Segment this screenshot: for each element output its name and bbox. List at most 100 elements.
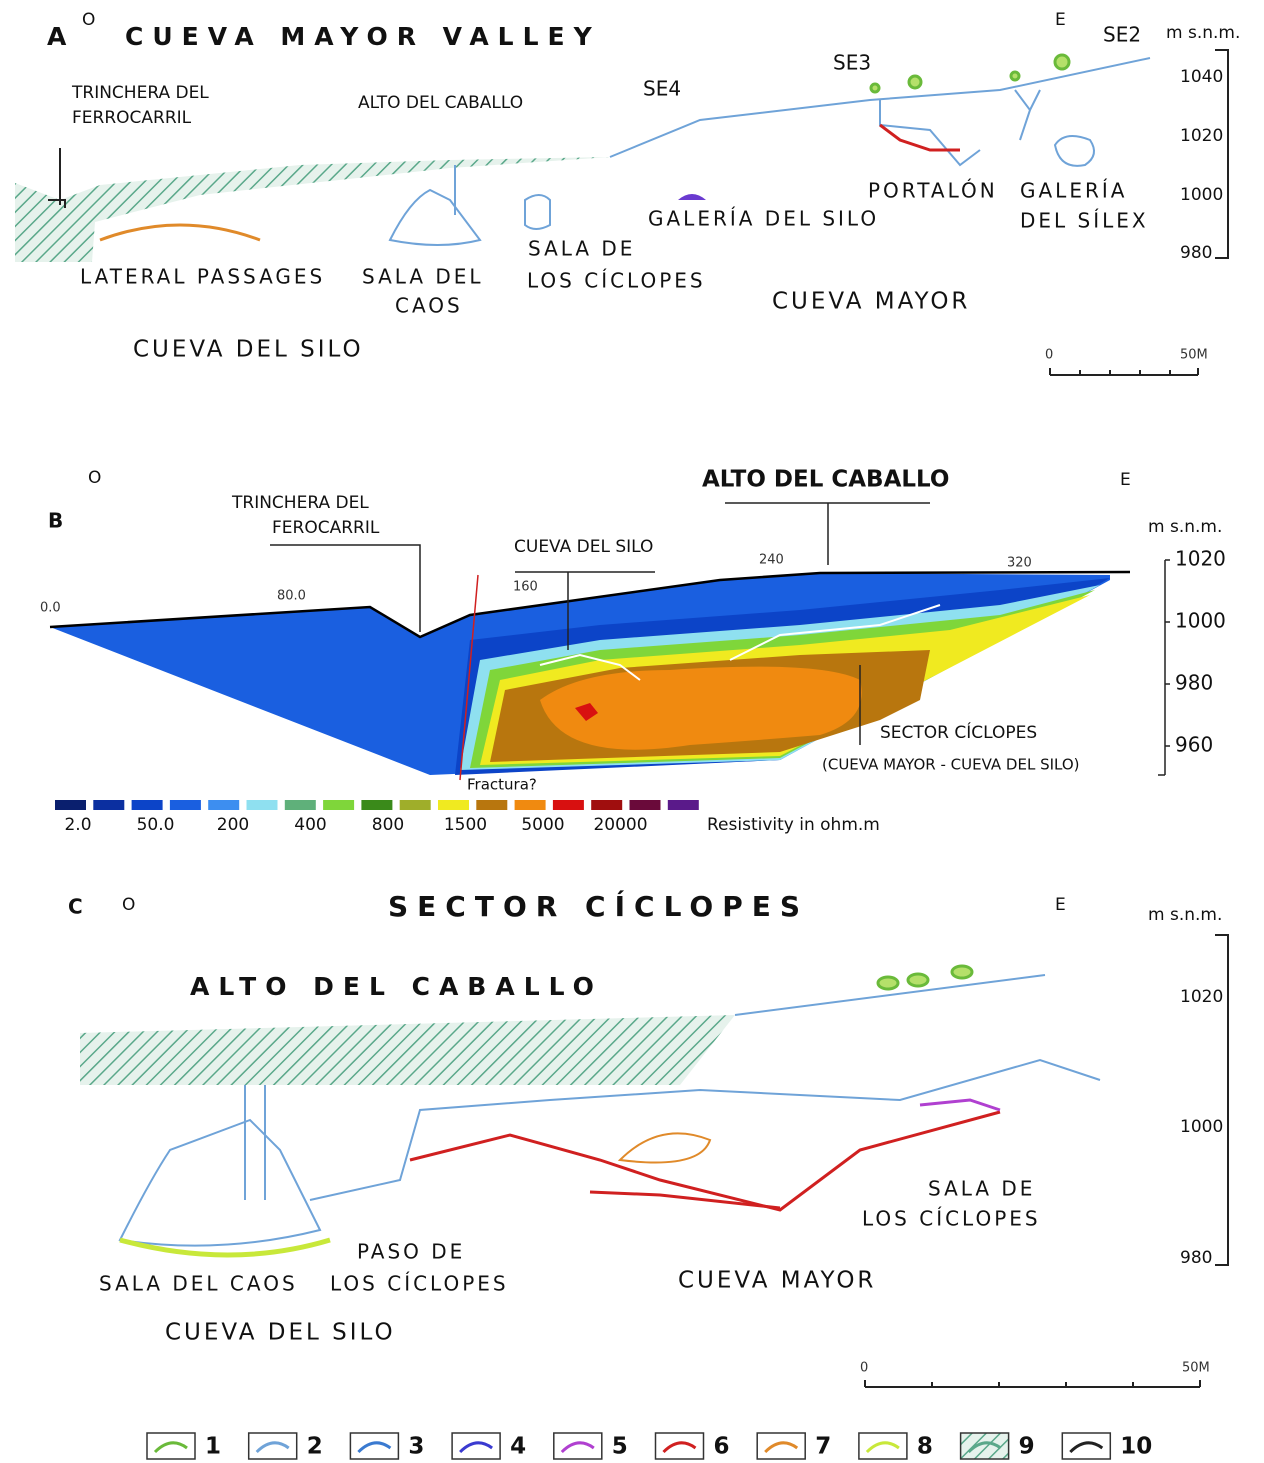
legend-swatch [668,800,699,810]
elevation-tick: 1000 [1180,1117,1223,1137]
west: O [122,895,135,915]
legend-box [757,1433,805,1459]
legend-label: 1500 [444,815,487,835]
legend-swatch [247,800,278,810]
legend-swatch [630,800,661,810]
legend-swatch [208,800,239,810]
cave-floor [590,1192,780,1208]
panel-c: C O SECTOR CÍCLOPES E m s.n.m. ALTO DEL … [68,889,1228,1460]
label: ALTO DEL CABALLO [702,467,949,493]
cave-outline [880,100,980,165]
axis-unit: m s.n.m. [1148,905,1222,925]
legend-box [859,1433,907,1459]
legend-swatch [361,800,392,810]
scale-label: 0 [1045,348,1053,363]
legend-label: 20000 [593,815,647,835]
elevation-tick: 1020 [1180,126,1223,146]
label: CUEVA DEL SILO [133,337,364,363]
legend-title: Resistivity in ohm.m [707,815,880,835]
legend-label: 6 [714,1434,730,1460]
label: ALTO DEL CABALLO [358,93,523,113]
legend-swatch [285,800,316,810]
legend-label: 8 [917,1434,933,1460]
elevation-tick: 1020 [1175,547,1226,571]
east: E [1055,895,1066,915]
legend-label: 800 [372,815,404,835]
label: PORTALÓN [868,179,998,203]
panel-letter: A [47,22,75,51]
elevation-axis [1158,560,1170,775]
legend-label: 10 [1120,1434,1152,1460]
label: ALTO DEL CABALLO [190,972,603,1001]
legend-label: 1 [205,1434,221,1460]
legend-box [656,1433,704,1459]
legend-label: 9 [1019,1434,1035,1460]
legend-box [452,1433,500,1459]
panel-letter: B [48,509,63,533]
cave-outline [390,190,480,245]
scale-label: 50M [1180,348,1208,363]
elevation-tick: 1000 [1175,609,1226,633]
scale-label: 50M [1182,1361,1210,1376]
label: LOS CÍCLOPES [330,1272,509,1296]
symbol-legend: 12345678910 [147,1433,1152,1460]
elevation-tick: 980 [1180,243,1212,263]
legend-label: 7 [815,1434,831,1460]
distance-tick: 160 [513,580,538,595]
label: TRINCHERA DEL [71,83,209,103]
panel-a: A O CUEVA MAYOR VALLEY E SE2 m s.n.m. SE… [15,10,1240,375]
legend-label: 400 [294,815,326,835]
panel-title: SECTOR CÍCLOPES [388,889,809,923]
cave-fill [678,194,706,200]
scale-bar [865,1380,1200,1387]
elevation-tick: 960 [1175,733,1213,757]
legend-swatch [591,800,622,810]
panel-title: CUEVA MAYOR VALLEY [125,22,601,51]
legend-label: 3 [408,1434,424,1460]
legend-swatch [400,800,431,810]
legend-swatch [170,800,201,810]
legend-label: 4 [510,1434,526,1460]
legend-label: 50.0 [137,815,175,835]
distance-tick: 240 [759,553,784,568]
cave-outline [1015,90,1040,140]
label: SALA DEL CAOS [99,1272,298,1296]
east: E [1120,470,1131,490]
label: SE2 [1103,23,1141,47]
label: LOS CÍCLOPES [862,1207,1041,1231]
elevation-tick: 1040 [1180,67,1223,87]
hatched-bedrock [15,157,610,262]
hatched-bedrock [80,1015,735,1085]
west: O [88,468,101,488]
legend-label: 5 [612,1434,628,1460]
legend-swatch [93,800,124,810]
legend-box [1062,1433,1110,1459]
figure: A O CUEVA MAYOR VALLEY E SE2 m s.n.m. SE… [0,0,1264,1463]
scale-bar [1050,368,1198,375]
axis-unit: m s.n.m. [1166,23,1240,43]
west: O [82,10,95,30]
label: CAOS [395,294,463,318]
label: CUEVA DEL SILO [514,537,653,557]
label: PASO DE [357,1240,465,1264]
cave-outline [525,195,550,229]
label: FEROCARRIL [272,518,380,538]
legend-box [350,1433,398,1459]
cave-outline [1055,136,1094,166]
elevation-tick: 1020 [1180,987,1223,1007]
label: CUEVA MAYOR [678,1268,876,1294]
panel-b: O B TRINCHERA DEL FEROCARRIL ALTO DEL CA… [40,467,1226,836]
legend-swatch [323,800,354,810]
legend-label: 2.0 [64,815,91,835]
label: (CUEVA MAYOR - CUEVA DEL SILO) [822,756,1080,774]
legend-swatch [55,800,86,810]
label: CUEVA DEL SILO [165,1320,396,1346]
label: SALA DEL [362,265,484,289]
label: SALA DE [528,237,635,261]
legend-label: 200 [217,815,249,835]
label: LATERAL PASSAGES [80,265,325,289]
cave-floor [410,1112,1000,1210]
elevation-axis [1215,935,1228,1265]
elevation-tick: 980 [1180,1248,1212,1268]
legend-swatch [438,800,469,810]
